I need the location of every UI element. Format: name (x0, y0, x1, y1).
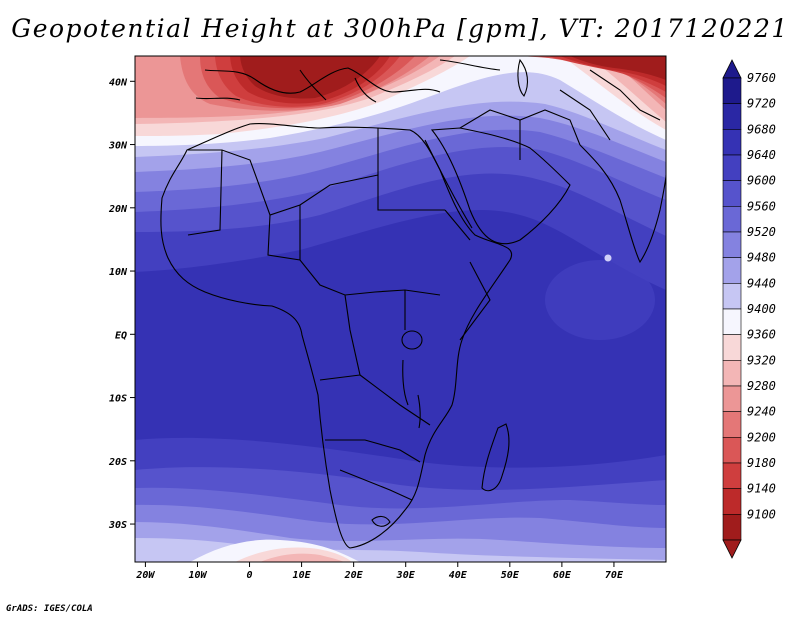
colorbar-label: 9280 (747, 379, 776, 393)
colorbar-swatch (722, 103, 742, 130)
longitude-ticks: 20W 10W 0 10E 20E 30E 40E 50E 60E 70E (135, 562, 624, 581)
colorbar-label: 9600 (747, 174, 776, 188)
lat-tick-label: 10N (109, 267, 128, 278)
colorbar-swatch (722, 180, 742, 207)
lon-tick-label: 20E (344, 570, 364, 581)
colorbar-label: 9640 (747, 148, 776, 162)
colorbar-label: 9200 (747, 430, 776, 444)
colorbar-swatch (722, 283, 742, 310)
colorbar-label: 9720 (747, 97, 776, 111)
colorbar-label: 9760 (747, 71, 776, 85)
lon-tick-label: 60E (553, 570, 572, 581)
height-field-south-bands (135, 437, 666, 562)
colorbar: 9760 9720 9680 9640 9600 9560 9520 9480 9440 9400… (722, 59, 776, 559)
lon-tick-label: 10W (188, 570, 207, 581)
colorbar-label: 9320 (747, 353, 776, 367)
colorbar-label: 9180 (747, 456, 776, 470)
colorbar-label: 9240 (747, 405, 776, 419)
lon-tick-label: 40E (449, 570, 468, 581)
height-field-north-bands (135, 56, 666, 290)
colorbar-top-arrow (722, 59, 742, 79)
colorbar-swatch (722, 385, 742, 412)
colorbar-swatch (722, 77, 742, 104)
colorbar-label: 9100 (747, 507, 776, 521)
map-plot-area (135, 56, 666, 562)
latitude-ticks: 40N 30N 20N 10N EQ 10S 20S 30S (108, 77, 135, 531)
lat-tick-label: 20S (108, 457, 127, 468)
lon-tick-label: 70E (605, 570, 624, 581)
lon-tick-label: 0 (247, 570, 253, 581)
lon-tick-label: 30E (396, 570, 416, 581)
colorbar-label: 9480 (747, 251, 776, 265)
lat-tick-label: 20N (108, 204, 128, 215)
colorbar-swatch (722, 308, 742, 335)
colorbar-swatch (722, 206, 742, 233)
indian-ocean-patch (545, 260, 655, 340)
colorbar-bottom-arrow (722, 539, 742, 559)
colorbar-swatch (722, 257, 742, 284)
colorbar-swatch (722, 488, 742, 515)
colorbar-swatch (722, 231, 742, 258)
lat-tick-label: EQ (115, 330, 127, 341)
colorbar-swatch (722, 360, 742, 387)
colorbar-label: 9520 (747, 225, 776, 239)
colorbar-label: 9440 (747, 276, 776, 290)
lon-tick-label: 50E (501, 570, 520, 581)
colorbar-label: 9560 (747, 199, 776, 213)
colorbar-label: 9360 (747, 328, 776, 342)
lat-tick-label: 30S (108, 520, 127, 531)
lat-tick-label: 30N (108, 141, 128, 152)
lat-tick-label: 40N (109, 77, 128, 88)
colorbar-swatch (722, 411, 742, 438)
map-title: Geopotential Height at 300hPa [gpm], VT:… (11, 14, 789, 43)
colorbar-swatch (722, 129, 742, 156)
colorbar-label: 9400 (747, 302, 776, 316)
map-frame (134, 55, 667, 563)
grads-credit: GrADS: IGES/COLA (6, 604, 93, 614)
lon-tick-label: 20W (135, 570, 155, 581)
colorbar-label: 9140 (747, 482, 776, 496)
colorbar-label: 9680 (747, 122, 776, 136)
colorbar-swatch (722, 462, 742, 489)
colorbar-swatch (722, 514, 742, 541)
colorbar-swatch (722, 437, 742, 464)
lon-tick-label: 10E (293, 570, 312, 581)
lat-tick-label: 10S (109, 394, 127, 405)
colorbar-swatch (722, 154, 742, 181)
colorbar-swatch (722, 334, 742, 361)
coastlines (160, 58, 666, 549)
